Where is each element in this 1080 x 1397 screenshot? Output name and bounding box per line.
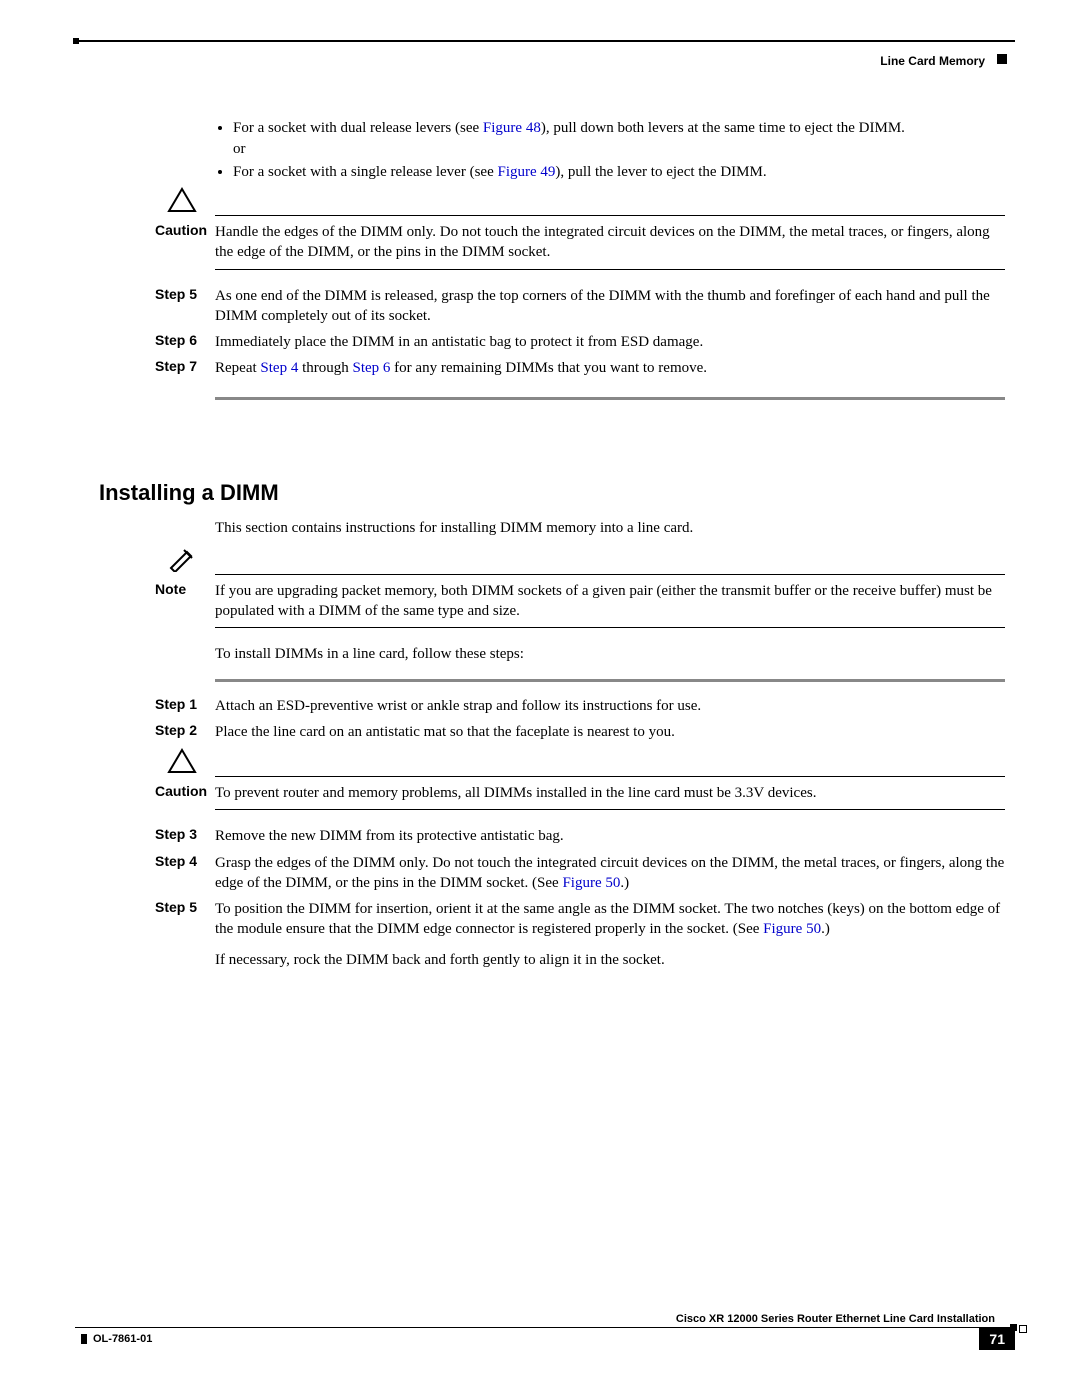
text: through [298, 360, 352, 376]
footer-doc-id: OL-7861-01 [75, 1333, 152, 1345]
header-section-label: Line Card Memory [880, 54, 985, 68]
text: .) [821, 921, 830, 937]
text: For a socket with a single release lever… [233, 164, 497, 180]
step-5-text: To position the DIMM for insertion, orie… [215, 899, 1005, 970]
step-3-text: Remove the new DIMM from its protective … [215, 826, 1005, 846]
rule [215, 574, 1005, 575]
step-7-text: Repeat Step 4 through Step 6 for any rem… [215, 358, 1005, 378]
figure-48-link[interactable]: Figure 48 [483, 120, 541, 136]
page: Line Card Memory For a socket with dual … [75, 40, 1015, 1350]
caution-text: Handle the edges of the DIMM only. Do no… [215, 222, 1005, 263]
page-number: 71 [979, 1328, 1015, 1350]
section-end-rule [215, 397, 1005, 400]
step-6-text: Immediately place the DIMM in an antista… [215, 332, 1005, 352]
footer-doc-title: Cisco XR 12000 Series Router Ethernet Li… [75, 1313, 995, 1325]
page-footer: Cisco XR 12000 Series Router Ethernet Li… [75, 1309, 1015, 1350]
text: ), pull the lever to eject the DIMM. [555, 164, 766, 180]
caution-label: Caution [75, 222, 215, 238]
bullet-1: For a socket with dual release levers (s… [233, 120, 1005, 158]
text: Repeat [215, 360, 260, 376]
bullet-list: For a socket with dual release levers (s… [215, 120, 1005, 181]
note-label: Note [75, 581, 215, 597]
step-4-row: Step 4 Grasp the edges of the DIMM only.… [75, 853, 1015, 894]
caution-label: Caution [75, 783, 215, 799]
caution-2: Caution To prevent router and memory pro… [75, 783, 1015, 803]
step-5-text: As one end of the DIMM is released, gras… [215, 286, 1005, 327]
step-6-link[interactable]: Step 6 [353, 360, 391, 376]
bullet-2: For a socket with a single release lever… [233, 164, 1005, 181]
figure-50-link[interactable]: Figure 50 [763, 921, 821, 937]
text: for any remaining DIMMs that you want to… [390, 360, 707, 376]
step-2-label: Step 2 [75, 722, 215, 742]
text: For a socket with dual release levers (s… [233, 120, 483, 136]
header-square-icon [997, 54, 1007, 64]
text: .) [620, 875, 629, 891]
step-1-text: Attach an ESD-preventive wrist or ankle … [215, 696, 1005, 716]
step-5b-row: Step 5 To position the DIMM for insertio… [75, 899, 1015, 970]
step-7-row: Step 7 Repeat Step 4 through Step 6 for … [75, 358, 1015, 378]
step-5-label: Step 5 [75, 899, 215, 970]
step-4-link[interactable]: Step 4 [260, 360, 298, 376]
step-7-label: Step 7 [75, 358, 215, 378]
step-5-label: Step 5 [75, 286, 215, 327]
step-2-row: Step 2 Place the line card on an antista… [75, 722, 1015, 742]
figure-49-link[interactable]: Figure 49 [497, 164, 555, 180]
note-text: If you are upgrading packet memory, both… [215, 581, 1005, 622]
steps-start-rule [215, 679, 1005, 682]
rule [215, 809, 1005, 810]
top-rule [75, 40, 1015, 42]
step-4-text: Grasp the edges of the DIMM only. Do not… [215, 853, 1005, 894]
step-6-label: Step 6 [75, 332, 215, 352]
rule [215, 627, 1005, 628]
rule [215, 776, 1005, 777]
caution-text: To prevent router and memory problems, a… [215, 783, 1005, 803]
step-6-row: Step 6 Immediately place the DIMM in an … [75, 332, 1015, 352]
footer-rule [75, 1327, 1015, 1328]
step-3-label: Step 3 [75, 826, 215, 846]
note-icon [167, 548, 1015, 572]
rule [215, 215, 1005, 216]
caution-1: Caution Handle the edges of the DIMM onl… [75, 222, 1015, 263]
step-5-row: Step 5 As one end of the DIMM is release… [75, 286, 1015, 327]
section-title: Installing a DIMM [99, 480, 1015, 506]
intro-2: To install DIMMs in a line card, follow … [215, 644, 1005, 664]
caution-icon [167, 187, 1015, 213]
or-text: or [233, 141, 1005, 158]
text: ), pull down both levers at the same tim… [541, 120, 905, 136]
content-area: For a socket with dual release levers (s… [75, 120, 1015, 976]
figure-50-link[interactable]: Figure 50 [562, 875, 620, 891]
section-intro: This section contains instructions for i… [215, 518, 1005, 538]
step-3-row: Step 3 Remove the new DIMM from its prot… [75, 826, 1015, 846]
note-1: Note If you are upgrading packet memory,… [75, 581, 1015, 622]
step-2-text: Place the line card on an antistatic mat… [215, 722, 1005, 742]
rule [215, 269, 1005, 270]
step-4-label: Step 4 [75, 853, 215, 894]
step-1-row: Step 1 Attach an ESD-preventive wrist or… [75, 696, 1015, 716]
step-5-extra: If necessary, rock the DIMM back and for… [215, 950, 1005, 970]
caution-icon [167, 748, 1015, 774]
text: To position the DIMM for insertion, orie… [215, 901, 1000, 937]
step-1-label: Step 1 [75, 696, 215, 716]
